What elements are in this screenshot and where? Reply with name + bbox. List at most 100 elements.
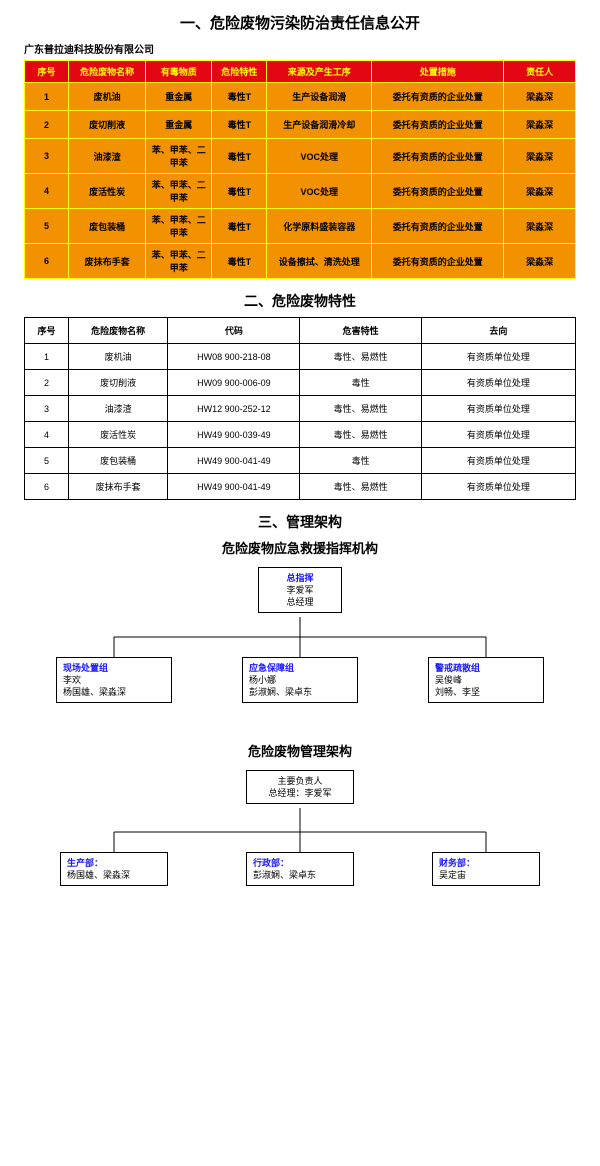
org2-child-0: 生产部： 杨国雄、梁淼深 bbox=[60, 852, 168, 886]
org-role: 财务部： bbox=[439, 857, 533, 869]
column-header: 责任人 bbox=[504, 61, 576, 83]
table-cell: 有资质单位处理 bbox=[421, 396, 575, 422]
table-cell: VOC处理 bbox=[267, 174, 372, 209]
table-cell: 梁淼深 bbox=[504, 83, 576, 111]
table-cell: 苯、甲苯、二甲苯 bbox=[146, 174, 212, 209]
table-row: 序号危险废物名称有毒物质危险特性来源及产生工序处置措施责任人 bbox=[25, 61, 576, 83]
org2-child-2: 财务部： 吴定宙 bbox=[432, 852, 540, 886]
table-cell: HW09 900-006-09 bbox=[168, 370, 300, 396]
column-header: 危险废物名称 bbox=[69, 318, 168, 344]
column-header: 危险特性 bbox=[212, 61, 267, 83]
table-cell: 苯、甲苯、二甲苯 bbox=[146, 139, 212, 174]
org-line: 杨国雄、梁淼深 bbox=[63, 686, 165, 698]
table-row: 2废切削液HW09 900-006-09毒性有资质单位处理 bbox=[25, 370, 576, 396]
table-cell: 6 bbox=[25, 244, 69, 279]
table-cell: 废切削液 bbox=[69, 370, 168, 396]
table-cell: HW49 900-039-49 bbox=[168, 422, 300, 448]
column-header: 序号 bbox=[25, 61, 69, 83]
table-cell: 废包装桶 bbox=[69, 209, 146, 244]
column-header: 危害特性 bbox=[300, 318, 421, 344]
org1-child-2: 警戒疏散组 吴俊峰 刘畅、李坚 bbox=[428, 657, 544, 703]
table-cell: 毒性T bbox=[212, 139, 267, 174]
section3-title: 三、管理架构 bbox=[24, 512, 576, 532]
org-line: 杨国雄、梁淼深 bbox=[67, 869, 161, 881]
org2-title: 危险废物管理架构 bbox=[24, 741, 576, 760]
table-cell: 重金属 bbox=[146, 83, 212, 111]
org2-child-1: 行政部： 彭淑娴、梁卓东 bbox=[246, 852, 354, 886]
table-cell: 废活性炭 bbox=[69, 174, 146, 209]
table-cell: 4 bbox=[25, 174, 69, 209]
table-cell: 生产设备润滑冷却 bbox=[267, 111, 372, 139]
org1-chart: 总指挥 李爱军 总经理 现场处置组 李欢 杨国雄、梁淼深 应急保障组 杨小娜 彭… bbox=[24, 561, 576, 731]
column-header: 去向 bbox=[421, 318, 575, 344]
org-role: 总指挥 bbox=[265, 572, 335, 584]
table-row: 4废活性炭HW49 900-039-49毒性、易燃性有资质单位处理 bbox=[25, 422, 576, 448]
table-cell: 设备擦拭、清洗处理 bbox=[267, 244, 372, 279]
table-cell: 委托有资质的企业处置 bbox=[372, 174, 504, 209]
table-cell: 委托有资质的企业处置 bbox=[372, 83, 504, 111]
table-cell: 梁淼深 bbox=[504, 139, 576, 174]
table-cell: 毒性T bbox=[212, 111, 267, 139]
table-cell: 毒性 bbox=[300, 370, 421, 396]
table-cell: 生产设备润滑 bbox=[267, 83, 372, 111]
table-cell: 梁淼深 bbox=[504, 244, 576, 279]
table-row: 6废抹布手套HW49 900-041-49毒性、易燃性有资质单位处理 bbox=[25, 474, 576, 500]
table-cell: 6 bbox=[25, 474, 69, 500]
table-cell: 毒性T bbox=[212, 209, 267, 244]
org-role: 警戒疏散组 bbox=[435, 662, 537, 674]
table-cell: 委托有资质的企业处置 bbox=[372, 111, 504, 139]
table-cell: 废机油 bbox=[69, 344, 168, 370]
column-header: 代码 bbox=[168, 318, 300, 344]
org-role: 生产部： bbox=[67, 857, 161, 869]
column-header: 处置措施 bbox=[372, 61, 504, 83]
table-cell: 毒性、易燃性 bbox=[300, 422, 421, 448]
table-cell: 重金属 bbox=[146, 111, 212, 139]
table-cell: 毒性、易燃性 bbox=[300, 396, 421, 422]
table-cell: 有资质单位处理 bbox=[421, 344, 575, 370]
table-cell: 梁淼深 bbox=[504, 174, 576, 209]
table-row: 6废抹布手套苯、甲苯、二甲苯毒性T设备擦拭、清洗处理委托有资质的企业处置梁淼深 bbox=[25, 244, 576, 279]
org-line: 主要负责人 bbox=[253, 775, 347, 787]
table-cell: 苯、甲苯、二甲苯 bbox=[146, 209, 212, 244]
table-cell: 苯、甲苯、二甲苯 bbox=[146, 244, 212, 279]
org1-top-node: 总指挥 李爱军 总经理 bbox=[258, 567, 342, 613]
table-cell: 2 bbox=[25, 370, 69, 396]
table-cell: 3 bbox=[25, 139, 69, 174]
company-name: 广东普拉迪科技股份有限公司 bbox=[24, 41, 576, 56]
column-header: 危险废物名称 bbox=[69, 61, 146, 83]
table-cell: 4 bbox=[25, 422, 69, 448]
org-line: 总经理：李爱军 bbox=[253, 787, 347, 799]
org2-top-node: 主要负责人 总经理：李爱军 bbox=[246, 770, 354, 804]
table-cell: HW08 900-218-08 bbox=[168, 344, 300, 370]
table-cell: 有资质单位处理 bbox=[421, 370, 575, 396]
section2-title: 二、危险废物特性 bbox=[24, 291, 576, 311]
org-line: 杨小娜 bbox=[249, 674, 351, 686]
table-cell: 梁淼深 bbox=[504, 209, 576, 244]
org-role: 行政部： bbox=[253, 857, 347, 869]
table-cell: 委托有资质的企业处置 bbox=[372, 244, 504, 279]
table-cell: 委托有资质的企业处置 bbox=[372, 209, 504, 244]
org-line: 李爱军 bbox=[265, 584, 335, 596]
table-cell: 废包装桶 bbox=[69, 448, 168, 474]
table-cell: 化学原料盛装容器 bbox=[267, 209, 372, 244]
org-line: 彭淑娴、梁卓东 bbox=[253, 869, 347, 881]
table-cell: 油漆渣 bbox=[69, 139, 146, 174]
table-cell: 有资质单位处理 bbox=[421, 474, 575, 500]
table-cell: 梁淼深 bbox=[504, 111, 576, 139]
org1-child-1: 应急保障组 杨小娜 彭淑娴、梁卓东 bbox=[242, 657, 358, 703]
table-cell: 5 bbox=[25, 209, 69, 244]
column-header: 序号 bbox=[25, 318, 69, 344]
table-row: 序号危险废物名称代码危害特性去向 bbox=[25, 318, 576, 344]
table-cell: 废机油 bbox=[69, 83, 146, 111]
table-row: 3油漆渣HW12 900-252-12毒性、易燃性有资质单位处理 bbox=[25, 396, 576, 422]
table-cell: 委托有资质的企业处置 bbox=[372, 139, 504, 174]
table-cell: 废抹布手套 bbox=[69, 244, 146, 279]
org-role: 现场处置组 bbox=[63, 662, 165, 674]
table-row: 4废活性炭苯、甲苯、二甲苯毒性TVOC处理委托有资质的企业处置梁淼深 bbox=[25, 174, 576, 209]
table-row: 3油漆渣苯、甲苯、二甲苯毒性TVOC处理委托有资质的企业处置梁淼深 bbox=[25, 139, 576, 174]
org2-chart: 主要负责人 总经理：李爱军 生产部： 杨国雄、梁淼深 行政部： 彭淑娴、梁卓东 … bbox=[24, 764, 576, 924]
table-cell: 有资质单位处理 bbox=[421, 448, 575, 474]
table-cell: 2 bbox=[25, 111, 69, 139]
table-cell: 废抹布手套 bbox=[69, 474, 168, 500]
table-cell: HW49 900-041-49 bbox=[168, 474, 300, 500]
